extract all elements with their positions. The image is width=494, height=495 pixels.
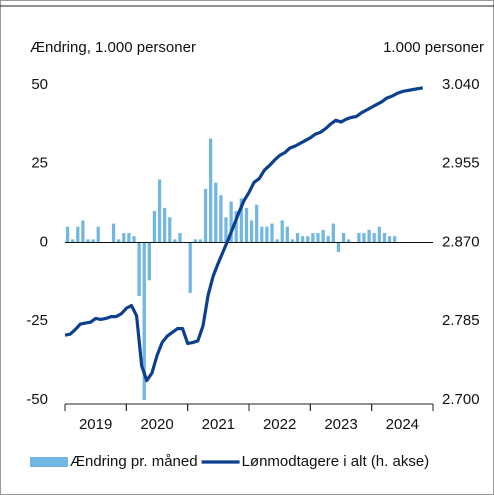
bar bbox=[382, 233, 387, 243]
bar bbox=[393, 236, 397, 243]
x-tick-label: 2021 bbox=[202, 416, 235, 433]
y2-axis-label: 1.000 personer bbox=[383, 39, 484, 56]
bar bbox=[65, 226, 70, 243]
bar bbox=[347, 239, 351, 243]
bar bbox=[209, 138, 213, 243]
bar bbox=[147, 242, 151, 281]
bar bbox=[173, 239, 177, 243]
bar bbox=[301, 236, 305, 243]
bar bbox=[91, 239, 95, 243]
bar bbox=[295, 233, 300, 243]
bar bbox=[86, 239, 90, 243]
x-tick-label: 2023 bbox=[324, 416, 357, 433]
y-tick-label: -25 bbox=[26, 312, 48, 329]
bar bbox=[214, 182, 218, 243]
bar bbox=[163, 207, 167, 243]
x-tick-label: 2019 bbox=[79, 416, 112, 433]
bar bbox=[331, 223, 335, 243]
bar bbox=[285, 226, 289, 243]
bar bbox=[306, 236, 310, 243]
y-tick-label: 50 bbox=[31, 76, 48, 93]
bar bbox=[280, 220, 284, 243]
bar bbox=[341, 233, 346, 243]
bar bbox=[96, 226, 100, 243]
bar bbox=[270, 223, 274, 243]
y-tick-label: 0 bbox=[40, 233, 48, 250]
bar bbox=[239, 198, 243, 243]
bar bbox=[203, 188, 208, 243]
bar bbox=[152, 211, 157, 243]
x-tick-label: 2020 bbox=[140, 416, 173, 433]
bar bbox=[290, 239, 295, 243]
bar bbox=[132, 236, 136, 243]
bar bbox=[387, 236, 392, 243]
bar bbox=[265, 226, 269, 243]
y2-tick-label: 2.870 bbox=[442, 233, 480, 250]
bar bbox=[76, 226, 80, 243]
bar bbox=[249, 220, 254, 243]
bar bbox=[234, 211, 238, 243]
bar bbox=[244, 207, 249, 243]
bar bbox=[142, 242, 146, 400]
bar bbox=[377, 226, 381, 243]
y2-tick-label: 3.040 bbox=[442, 76, 480, 93]
legend-swatch bbox=[30, 457, 68, 467]
y-tick-label: -50 bbox=[26, 391, 48, 408]
bar bbox=[137, 242, 141, 297]
bar bbox=[168, 217, 172, 243]
y2-tick-label: 2.785 bbox=[442, 312, 480, 329]
x-tick-label: 2024 bbox=[386, 416, 419, 433]
bar bbox=[81, 220, 85, 243]
bar bbox=[336, 242, 341, 252]
bar bbox=[157, 179, 162, 243]
bar bbox=[326, 236, 330, 243]
y-axis-label: Ændring, 1.000 personer bbox=[30, 39, 196, 56]
bar bbox=[255, 204, 259, 243]
line bbox=[64, 86, 424, 383]
bar bbox=[193, 239, 197, 243]
bar bbox=[357, 233, 361, 243]
legend-label: Ændring pr. måned bbox=[70, 453, 198, 470]
bar bbox=[71, 239, 75, 243]
bar bbox=[275, 239, 279, 243]
bar bbox=[111, 223, 116, 243]
bar bbox=[372, 233, 376, 243]
y2-tick-label: 2.955 bbox=[442, 155, 480, 172]
bar bbox=[260, 226, 264, 243]
y-tick-label: 25 bbox=[31, 155, 48, 172]
bar bbox=[316, 233, 320, 243]
bar bbox=[198, 239, 203, 243]
bar bbox=[117, 239, 121, 243]
x-tick-label: 2022 bbox=[263, 416, 296, 433]
bar bbox=[229, 201, 233, 243]
bar bbox=[188, 242, 192, 293]
bar bbox=[219, 195, 223, 243]
bar bbox=[127, 233, 131, 243]
bar bbox=[321, 229, 325, 243]
bar bbox=[311, 233, 315, 243]
bar bbox=[224, 217, 228, 243]
bar bbox=[122, 233, 126, 243]
y2-tick-label: 2.700 bbox=[442, 391, 480, 408]
legend-label: Lønmodtagere i alt (h. akse) bbox=[242, 453, 430, 470]
bar bbox=[367, 229, 371, 243]
bar bbox=[362, 233, 366, 243]
bar bbox=[178, 233, 182, 243]
